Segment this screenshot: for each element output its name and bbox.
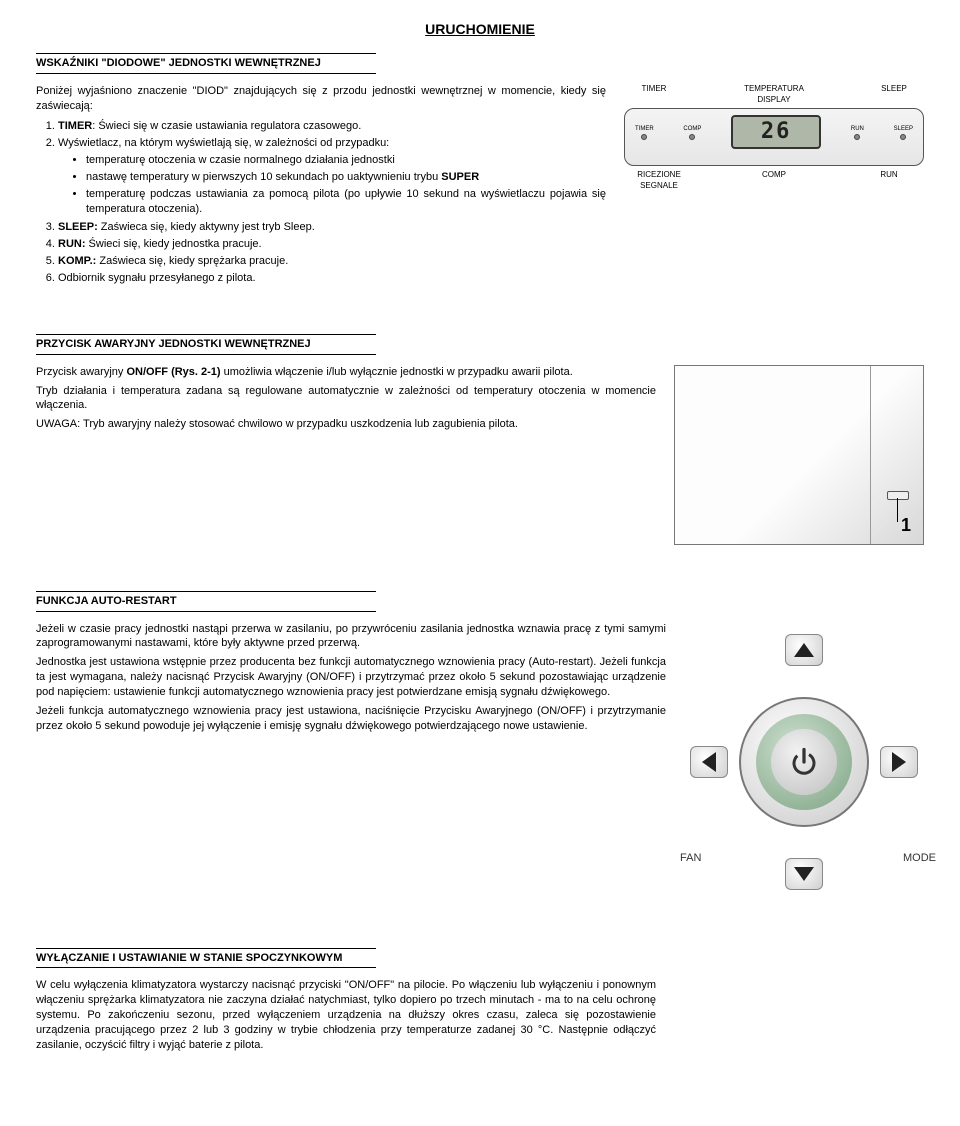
figure-number: 1 [901, 513, 911, 537]
led-comp: COMP [683, 125, 701, 140]
item-run: RUN: Świeci się, kiedy jednostka pracuje… [58, 237, 606, 252]
item-sleep: SLEEP: Zaświeca się, kiedy aktywny jest … [58, 220, 606, 235]
bullet-remote: temperaturę podczas ustawiania za pomocą… [86, 187, 606, 217]
section-shutdown: WYŁĄCZANIE I USTAWIANIE W STANIE SPOCZYN… [36, 948, 924, 1053]
autorestart-p2: Jednostka jest ustawiona wstępnie przez … [36, 655, 666, 700]
led-run-label: RUN [851, 125, 864, 133]
heading-indicators: WSKAŹNIKI "DIODOWE" JEDNOSTKI WEWNĘTRZNE… [36, 53, 376, 74]
label-komp: KOMP.: [58, 255, 96, 267]
panel-top-timer: TIMER [624, 84, 684, 106]
led-timer: TIMER [635, 125, 654, 140]
label-fan: FAN [680, 851, 701, 866]
emergency-p1: Przycisk awaryjny ON/OFF (Rys. 2-1) umoż… [36, 365, 656, 380]
emergency-onoff: ON/OFF (Rys. 2-1) [126, 366, 220, 378]
panel-bot-run: RUN [854, 170, 924, 192]
autorestart-p3: Jeżeli funkcja automatycznego wznowienia… [36, 704, 666, 734]
led-timer-label: TIMER [635, 125, 654, 133]
item-display: Wyświetlacz, na którym wyświetlają się, … [58, 136, 606, 216]
led-comp-label: COMP [683, 125, 701, 133]
arrow-down-icon [785, 858, 823, 890]
heading-shutdown: WYŁĄCZANIE I USTAWIANIE W STANIE SPOCZYN… [36, 948, 376, 969]
section-indicators: WSKAŹNIKI "DIODOWE" JEDNOSTKI WEWNĘTRZNE… [36, 53, 924, 288]
shutdown-p1: W celu wyłączenia klimatyzatora wystarcz… [36, 978, 656, 1052]
text-komp: Zaświeca się, kiedy sprężarka pracuje. [96, 255, 288, 267]
text-run: Świeci się, kiedy jednostka pracuje. [86, 238, 262, 250]
panel-bot-comp: COMP [739, 170, 809, 192]
indicator-list: TIMER: Świeci się w czasie ustawiania re… [36, 119, 606, 285]
led-sleep: SLEEP [894, 125, 913, 140]
arrow-left-icon [690, 746, 728, 778]
emergency-p1a: Przycisk awaryjny [36, 366, 126, 378]
label-sleep: SLEEP: [58, 221, 98, 233]
arrow-up-icon [785, 634, 823, 666]
text-display: Wyświetlacz, na którym wyświetlają się, … [58, 137, 389, 149]
section-emergency: PRZYCISK AWARYJNY JEDNOSTKI WEWNĘTRZNEJ … [36, 334, 924, 545]
arrow-right-icon [880, 746, 918, 778]
label-super: SUPER [441, 171, 479, 183]
heading-autorestart: FUNKCJA AUTO-RESTART [36, 591, 376, 612]
led-run: RUN [851, 125, 864, 140]
ac-panel-illustration: TIMER TEMPERATURA DISPLAY SLEEP TIMER CO… [624, 84, 924, 192]
led-sleep-label: SLEEP [894, 125, 913, 133]
intro-text: Poniżej wyjaśniono znaczenie "DIOD" znaj… [36, 84, 606, 114]
panel-top-display: TEMPERATURA DISPLAY [744, 84, 804, 106]
item-timer: TIMER: Świeci się w czasie ustawiania re… [58, 119, 606, 134]
heading-emergency: PRZYCISK AWARYJNY JEDNOSTKI WEWNĘTRZNEJ [36, 334, 376, 355]
autorestart-p1: Jeżeli w czasie pracy jednostki nastąpi … [36, 622, 666, 652]
bullet-super: nastawę temperatury w pierwszych 10 seku… [86, 170, 606, 185]
panel-bot-signal: RICEZIONE SEGNALE [624, 170, 694, 192]
label-timer: TIMER [58, 120, 92, 132]
label-mode: MODE [903, 851, 936, 866]
page-title: URUCHOMIENIE [36, 20, 924, 39]
text-sleep: Zaświeca się, kiedy aktywny jest tryb Sl… [98, 221, 315, 233]
unit-corner-illustration: 1 [674, 365, 924, 545]
power-icon [789, 747, 819, 777]
bullet-super-a: nastawę temperatury w pierwszych 10 seku… [86, 171, 441, 183]
power-button-illustration: FAN MODE [684, 622, 924, 902]
text-timer: : Świeci się w czasie ustawiania regulat… [92, 120, 361, 132]
panel-top-sleep: SLEEP [864, 84, 924, 106]
item-receiver: Odbiornik sygnału przesyłanego z pilota. [58, 271, 606, 286]
emergency-p3: UWAGA: Tryb awaryjny należy stosować chw… [36, 417, 656, 432]
emergency-p1c: umożliwia włączenie i/lub wyłącznie jedn… [221, 366, 573, 378]
emergency-button-icon [887, 491, 909, 500]
section-autorestart: FUNKCJA AUTO-RESTART Jeżeli w czasie pra… [36, 591, 924, 902]
lcd-display: 26 [731, 115, 821, 149]
label-run: RUN: [58, 238, 86, 250]
emergency-p2: Tryb działania i temperatura zadana są r… [36, 384, 656, 414]
item-komp: KOMP.: Zaświeca się, kiedy sprężarka pra… [58, 254, 606, 269]
bullet-ambient: temperaturę otoczenia w czasie normalneg… [86, 153, 606, 168]
